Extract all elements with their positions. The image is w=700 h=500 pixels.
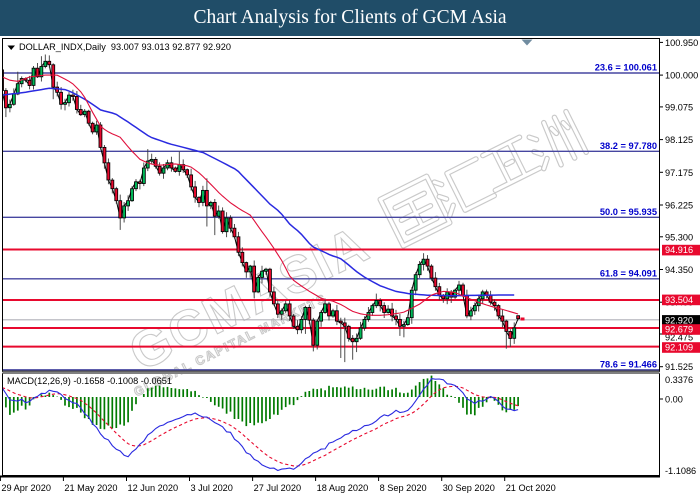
svg-text:30 Sep 2020: 30 Sep 2020	[443, 483, 495, 493]
svg-text:MACD(12,26,9) -0.1658 -0.1008: MACD(12,26,9) -0.1658 -0.1008 -0.0651	[7, 376, 172, 386]
svg-text:100.950: 100.950	[665, 38, 698, 48]
svg-text:92.679: 92.679	[665, 325, 693, 335]
svg-text:29 Apr 2020: 29 Apr 2020	[1, 483, 51, 493]
svg-text:38.2 = 97.780: 38.2 = 97.780	[600, 141, 657, 151]
svg-text:98.125: 98.125	[665, 135, 693, 145]
svg-text:61.8 = 94.091: 61.8 = 94.091	[600, 268, 657, 278]
svg-text:12 Jun 2020: 12 Jun 2020	[128, 483, 179, 493]
svg-text:93.504: 93.504	[665, 295, 693, 305]
svg-text:21 May 2020: 21 May 2020	[64, 483, 117, 493]
svg-text:94.350: 94.350	[665, 265, 693, 275]
svg-text:8 Sep 2020: 8 Sep 2020	[380, 483, 427, 493]
svg-text:92.920: 92.920	[665, 316, 693, 326]
svg-text:18 Aug 2020: 18 Aug 2020	[317, 483, 369, 493]
svg-text:92.109: 92.109	[665, 343, 693, 353]
svg-text:96.225: 96.225	[665, 201, 693, 211]
svg-text:91.525: 91.525	[665, 362, 693, 372]
svg-text:3 Jul 2020: 3 Jul 2020	[191, 483, 233, 493]
svg-text:94.916: 94.916	[665, 245, 693, 255]
svg-text:DOLLAR_INDX,Daily 93.007 93.0: DOLLAR_INDX,Daily 93.007 93.013 92.877 9…	[19, 42, 231, 52]
svg-text:21 Oct 2020: 21 Oct 2020	[506, 483, 556, 493]
svg-text:95.300: 95.300	[665, 232, 693, 242]
svg-text:GCMASIA: GCMASIA	[120, 215, 378, 383]
svg-text:97.175: 97.175	[665, 168, 693, 178]
svg-text:23.6 = 100.061: 23.6 = 100.061	[595, 63, 657, 73]
svg-text:0.3376: 0.3376	[665, 375, 693, 385]
svg-text:99.075: 99.075	[665, 102, 693, 112]
svg-text:0.00: 0.00	[665, 395, 683, 405]
svg-text:27 Jul 2020: 27 Jul 2020	[254, 483, 302, 493]
svg-text:92.475: 92.475	[665, 333, 693, 343]
svg-text:100.000: 100.000	[665, 71, 698, 81]
svg-text:78.6 = 91.466: 78.6 = 91.466	[600, 359, 657, 369]
svg-text:50.0 = 95.935: 50.0 = 95.935	[600, 207, 657, 217]
svg-text:-1.1086: -1.1086	[665, 466, 696, 476]
